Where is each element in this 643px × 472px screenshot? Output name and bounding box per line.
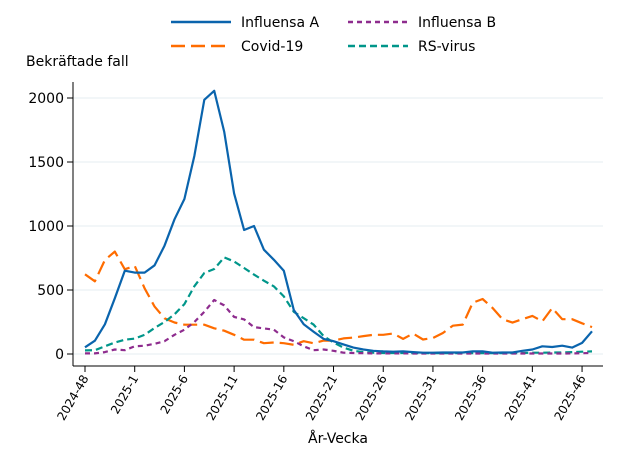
x-tick-label: 2025-36 <box>452 373 489 423</box>
series-line-influensa-a <box>84 89 593 354</box>
y-tick-label: 500 <box>37 283 64 299</box>
x-tick-label: 2025-11 <box>204 373 241 423</box>
x-tick-label: 2024-48 <box>54 373 91 423</box>
legend-label: Influensa A <box>241 15 320 31</box>
x-tick-label: 2025-31 <box>402 373 439 423</box>
y-tick-label: 1000 <box>28 219 64 235</box>
x-tick-label: 2025-41 <box>502 373 539 423</box>
series-line-covid-19 <box>84 250 593 346</box>
legend-label: RS-virus <box>418 39 475 55</box>
x-tick-label: 2025-21 <box>303 373 340 423</box>
y-tick-label: 0 <box>55 347 64 363</box>
x-tick-label: 2025-26 <box>353 373 390 423</box>
legend-label: Covid-19 <box>241 39 303 55</box>
x-tick-label: 2025-46 <box>551 373 588 423</box>
legend-label: Influensa B <box>418 15 496 31</box>
x-tick-label: 2025-1 <box>108 373 141 417</box>
series-line-rs-virus <box>84 256 593 355</box>
y-axis-label: Bekräftade fall <box>26 54 129 70</box>
y-tick-label: 1500 <box>28 155 64 171</box>
x-tick-label: 2025-16 <box>253 373 290 423</box>
y-tick-label: 2000 <box>28 91 64 107</box>
x-axis-label: År-Vecka <box>308 430 368 447</box>
x-tick-label: 2025-6 <box>158 373 191 417</box>
